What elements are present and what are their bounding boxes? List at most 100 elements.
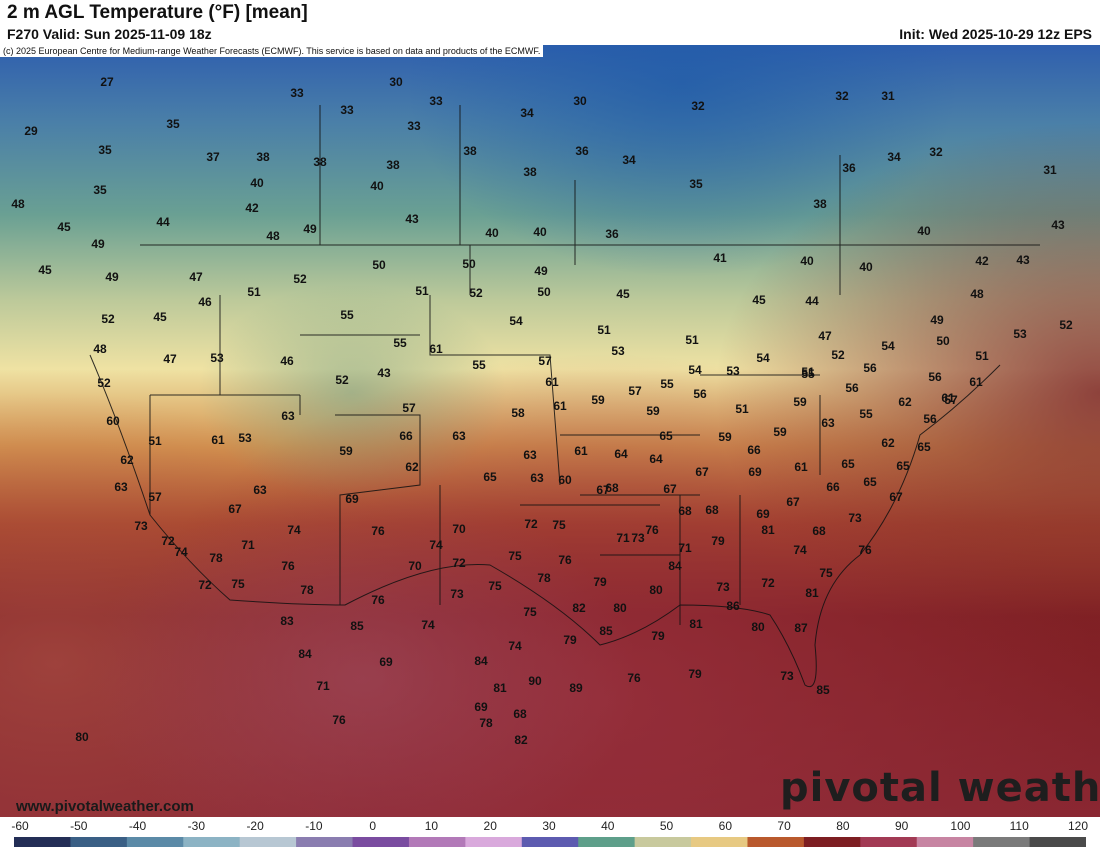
temperature-value-label: 53 xyxy=(238,431,252,445)
temperature-value-label: 76 xyxy=(332,713,346,727)
legend-tick-label: -30 xyxy=(187,819,205,833)
temperature-value-label: 76 xyxy=(858,543,872,557)
temperature-value-label: 51 xyxy=(415,284,429,298)
temperature-value-label: 45 xyxy=(616,287,630,301)
temperature-value-label: 84 xyxy=(474,654,488,668)
temperature-value-label: 66 xyxy=(747,443,761,457)
temperature-value-label: 52 xyxy=(335,373,349,387)
temperature-value-label: 78 xyxy=(300,583,314,597)
temperature-value-label: 64 xyxy=(649,452,663,466)
temperature-value-label: 82 xyxy=(514,733,528,747)
temperature-value-label: 49 xyxy=(534,264,548,278)
map-header: 2 m AGL Temperature (°F) [mean] F270 Val… xyxy=(0,0,1100,45)
temperature-value-label: 63 xyxy=(530,471,544,485)
color-legend: -60 -50 -40 -30 -20 -10 0 10 20 30 40 50 60 70 80 90 100… xyxy=(0,817,1100,850)
temperature-map[interactable]: 27 30 33 33 33 30 32 32 31 29 35 34 33 35 37 38 38 38 38 36… xyxy=(0,45,1100,817)
temperature-value-label: 70 xyxy=(452,522,466,536)
temperature-value-label: 32 xyxy=(835,89,849,103)
legend-color-step xyxy=(352,837,410,847)
temperature-value-label: 56 xyxy=(928,370,942,384)
temperature-value-label: 85 xyxy=(599,624,613,638)
temperature-value-label: 73 xyxy=(780,669,794,683)
temperature-value-label: 73 xyxy=(848,511,862,525)
temperature-value-label: 79 xyxy=(651,629,665,643)
temperature-value-label: 72 xyxy=(161,534,175,548)
temperature-value-label: 52 xyxy=(101,312,115,326)
temperature-value-label: 54 xyxy=(756,351,770,365)
legend-color-step xyxy=(1029,837,1086,847)
temperature-value-label: 67 xyxy=(889,490,903,504)
temperature-value-label: 76 xyxy=(371,524,385,538)
temperature-value-label: 59 xyxy=(646,404,660,418)
temperature-value-label: 46 xyxy=(198,295,212,309)
temperature-value-label: 36 xyxy=(605,227,619,241)
temperature-value-label: 67 xyxy=(695,465,709,479)
temperature-value-label: 62 xyxy=(881,436,895,450)
temperature-value-label: 36 xyxy=(575,144,589,158)
temperature-value-label: 35 xyxy=(166,117,180,131)
temperature-value-label: 68 xyxy=(605,481,619,495)
temperature-value-label: 84 xyxy=(668,559,682,573)
temperature-value-label: 59 xyxy=(793,395,807,409)
temperature-value-label: 59 xyxy=(718,430,732,444)
temperature-value-label: 51 xyxy=(801,365,815,379)
legend-tick-label: 0 xyxy=(369,819,376,833)
temperature-value-label: 62 xyxy=(120,453,134,467)
copyright-notice: (c) 2025 European Centre for Medium-rang… xyxy=(0,45,544,57)
temperature-value-label: 74 xyxy=(793,543,807,557)
temperature-value-label: 61 xyxy=(429,342,443,356)
temperature-value-label: 69 xyxy=(379,655,393,669)
temperature-value-label: 40 xyxy=(800,254,814,268)
temperature-value-label: 33 xyxy=(340,103,354,117)
temperature-value-label: 34 xyxy=(520,106,534,120)
temperature-value-label: 53 xyxy=(210,351,224,365)
temperature-value-label: 65 xyxy=(659,429,673,443)
temperature-value-label: 57 xyxy=(538,354,552,368)
temperature-value-label: 65 xyxy=(841,457,855,471)
temperature-value-label: 53 xyxy=(726,364,740,378)
temperature-value-label: 61 xyxy=(574,444,588,458)
temperature-value-label: 76 xyxy=(281,559,295,573)
temperature-value-label: 67 xyxy=(663,482,677,496)
temperature-value-label: 62 xyxy=(898,395,912,409)
legend-tick-label: -10 xyxy=(305,819,323,833)
legend-tick-label: 110 xyxy=(1009,819,1029,833)
legend-color-step xyxy=(634,837,692,847)
temperature-value-label: 63 xyxy=(523,448,537,462)
temperature-value-label: 54 xyxy=(688,363,702,377)
temperature-value-label: 61 xyxy=(969,375,983,389)
legend-tick-label: 40 xyxy=(601,819,615,833)
temperature-value-label: 74 xyxy=(174,545,188,559)
borders xyxy=(89,105,1040,688)
temperature-value-label: 47 xyxy=(818,329,832,343)
temperature-value-label: 32 xyxy=(691,99,705,113)
temperature-value-label: 33 xyxy=(407,119,421,133)
temperature-value-label: 65 xyxy=(863,475,877,489)
temperature-value-label: 54 xyxy=(881,339,895,353)
temperature-value-label: 31 xyxy=(1043,163,1057,177)
temperature-value-label: 35 xyxy=(98,143,112,157)
temperature-value-label: 69 xyxy=(474,700,488,714)
temperature-value-label: 52 xyxy=(1059,318,1073,332)
temperature-value-label: 76 xyxy=(645,523,659,537)
legend-tick-label: 60 xyxy=(718,819,733,833)
temperature-value-label: 79 xyxy=(563,633,577,647)
temperature-value-label: 40 xyxy=(250,176,264,190)
temperature-value-label: 61 xyxy=(794,460,808,474)
temperature-value-label: 38 xyxy=(523,165,537,179)
website-credit[interactable]: www.pivotalweather.com xyxy=(16,798,194,815)
temperature-value-label: 90 xyxy=(528,674,542,688)
temperature-value-label: 80 xyxy=(751,620,765,634)
temperature-value-label: 73 xyxy=(631,531,645,545)
temperature-value-label: 62 xyxy=(405,460,419,474)
temperature-value-label: 67 xyxy=(228,502,242,516)
legend-color-step xyxy=(126,837,184,847)
temperature-value-label: 50 xyxy=(537,285,551,299)
temperature-value-label: 56 xyxy=(863,361,877,375)
temperature-value-label: 52 xyxy=(469,286,483,300)
temperature-value-label: 45 xyxy=(38,263,52,277)
temperature-value-label: 65 xyxy=(917,440,931,454)
temperature-value-label: 75 xyxy=(508,549,522,563)
temperature-value-label: 48 xyxy=(11,197,25,211)
temperature-value-label: 69 xyxy=(756,507,770,521)
